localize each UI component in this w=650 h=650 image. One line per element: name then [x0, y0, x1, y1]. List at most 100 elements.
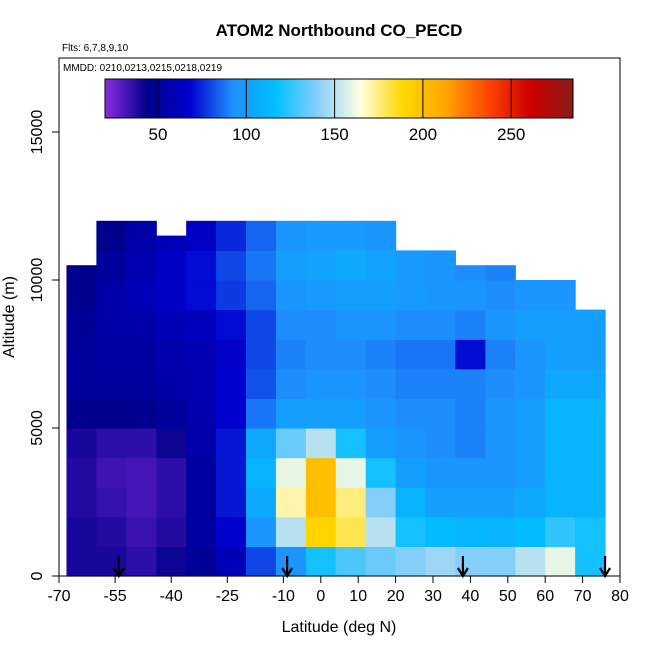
x-tick-label: 10: [349, 588, 367, 605]
heatmap-cell: [275, 457, 307, 488]
heatmap-cell: [156, 309, 187, 340]
heatmap-cell: [96, 339, 127, 370]
heatmap-cell: [365, 487, 397, 518]
heatmap-cell: [335, 546, 367, 577]
heatmap-cell: [305, 220, 337, 251]
heatmap-cell: [186, 280, 217, 311]
x-tick-label: 20: [387, 588, 405, 605]
heatmap-cell: [425, 250, 457, 281]
heatmap-cell: [365, 398, 397, 429]
heatmap-cell: [575, 516, 606, 547]
heatmap-cell: [66, 398, 97, 429]
heatmap-cell: [275, 546, 307, 577]
heatmap-cell: [216, 398, 247, 429]
heatmap-cell: [305, 428, 337, 459]
heatmap-cell: [126, 487, 157, 518]
heatmap-cell: [395, 516, 427, 547]
heatmap-cell: [126, 398, 157, 429]
heatmap-cell: [515, 280, 546, 311]
heatmap-cell: [216, 368, 247, 399]
heatmap-cell: [66, 280, 97, 311]
heatmap-cell: [96, 250, 127, 281]
colorbar-tick-label: 150: [320, 125, 348, 144]
heatmap-cell: [395, 487, 427, 518]
x-tick-label: -70: [47, 588, 70, 605]
y-axis-label: Altitude (m): [1, 276, 18, 358]
heatmap-cell: [156, 280, 187, 311]
colorbar-tick-label: 50: [149, 125, 168, 144]
heatmap-cell: [365, 546, 397, 577]
heatmap-cell: [545, 428, 576, 459]
x-tick-label: 30: [424, 588, 442, 605]
heatmap-cell: [186, 368, 217, 399]
heatmap-cell: [425, 546, 457, 577]
heatmap-cell: [455, 309, 486, 340]
heatmap-cell: [455, 516, 486, 547]
heatmap-cell: [216, 457, 247, 488]
heatmap-cell: [216, 516, 247, 547]
heatmap-cell: [156, 368, 187, 399]
heatmap-cell: [515, 428, 546, 459]
heatmap-cell: [246, 220, 277, 251]
heatmap-cell: [275, 487, 307, 518]
heatmap-cell: [216, 309, 247, 340]
heatmap-cell: [216, 220, 247, 251]
colorbar-tick-label: 200: [409, 125, 437, 144]
heatmap-cell: [96, 516, 127, 547]
heatmap-cell: [246, 339, 277, 370]
heatmap-cell: [515, 546, 546, 577]
heatmap-cell: [575, 487, 606, 518]
heatmap-cell: [216, 546, 247, 577]
heatmap-cell: [335, 398, 367, 429]
heatmap-cell: [515, 368, 546, 399]
y-tick-label: 10000: [29, 258, 46, 303]
heatmap-cell: [246, 309, 277, 340]
x-tick-label: 70: [574, 588, 592, 605]
heatmap-cell: [335, 309, 367, 340]
heatmap-cell: [395, 339, 427, 370]
heatmap-cell: [395, 309, 427, 340]
heatmap-cell: [96, 280, 127, 311]
heatmap-cell: [575, 309, 606, 340]
heatmap-cell: [515, 516, 546, 547]
heatmap-cell: [305, 398, 337, 429]
heatmap-cell: [305, 487, 337, 518]
heatmap-cell: [515, 398, 546, 429]
heatmap-cell: [305, 516, 337, 547]
heatmap-cell: [485, 309, 516, 340]
heatmap-cell: [186, 428, 217, 459]
heatmap-cell: [425, 280, 457, 311]
heatmap-cell: [365, 457, 397, 488]
heatmap-cell: [455, 428, 486, 459]
heatmap-cell: [186, 398, 217, 429]
heatmap-cell: [186, 250, 217, 281]
heatmap-cell: [126, 457, 157, 488]
chart-title: ATOM2 Northbound CO_PECD: [216, 21, 463, 40]
heatmap-cell: [305, 546, 337, 577]
heatmap-cell: [545, 546, 576, 577]
heatmap-cell: [305, 280, 337, 311]
heatmap-cell: [455, 339, 486, 370]
heatmap-cell: [156, 339, 187, 370]
heatmap-cell: [425, 309, 457, 340]
heatmap-cell: [156, 546, 187, 577]
heatmap-cell: [365, 368, 397, 399]
heatmap-cell: [156, 487, 187, 518]
heatmap-cell: [545, 487, 576, 518]
heatmap-cell: [186, 220, 217, 251]
heatmap-cell: [485, 368, 516, 399]
heatmap-cell: [216, 280, 247, 311]
heatmap-cell: [275, 339, 307, 370]
dates-note: MMDD: 0210,0213,0215,0218,0219: [63, 63, 222, 74]
heatmap-cell: [275, 220, 307, 251]
heatmap-cell: [485, 428, 516, 459]
heatmap-cell: [545, 516, 576, 547]
heatmap-cell: [515, 339, 546, 370]
heatmap-cell: [305, 250, 337, 281]
heatmap-cell: [545, 280, 576, 311]
heatmap-cell: [126, 368, 157, 399]
heatmap-cell: [485, 280, 516, 311]
heatmap-cell: [515, 487, 546, 518]
heatmap-cell: [156, 516, 187, 547]
heatmap-cell: [395, 428, 427, 459]
